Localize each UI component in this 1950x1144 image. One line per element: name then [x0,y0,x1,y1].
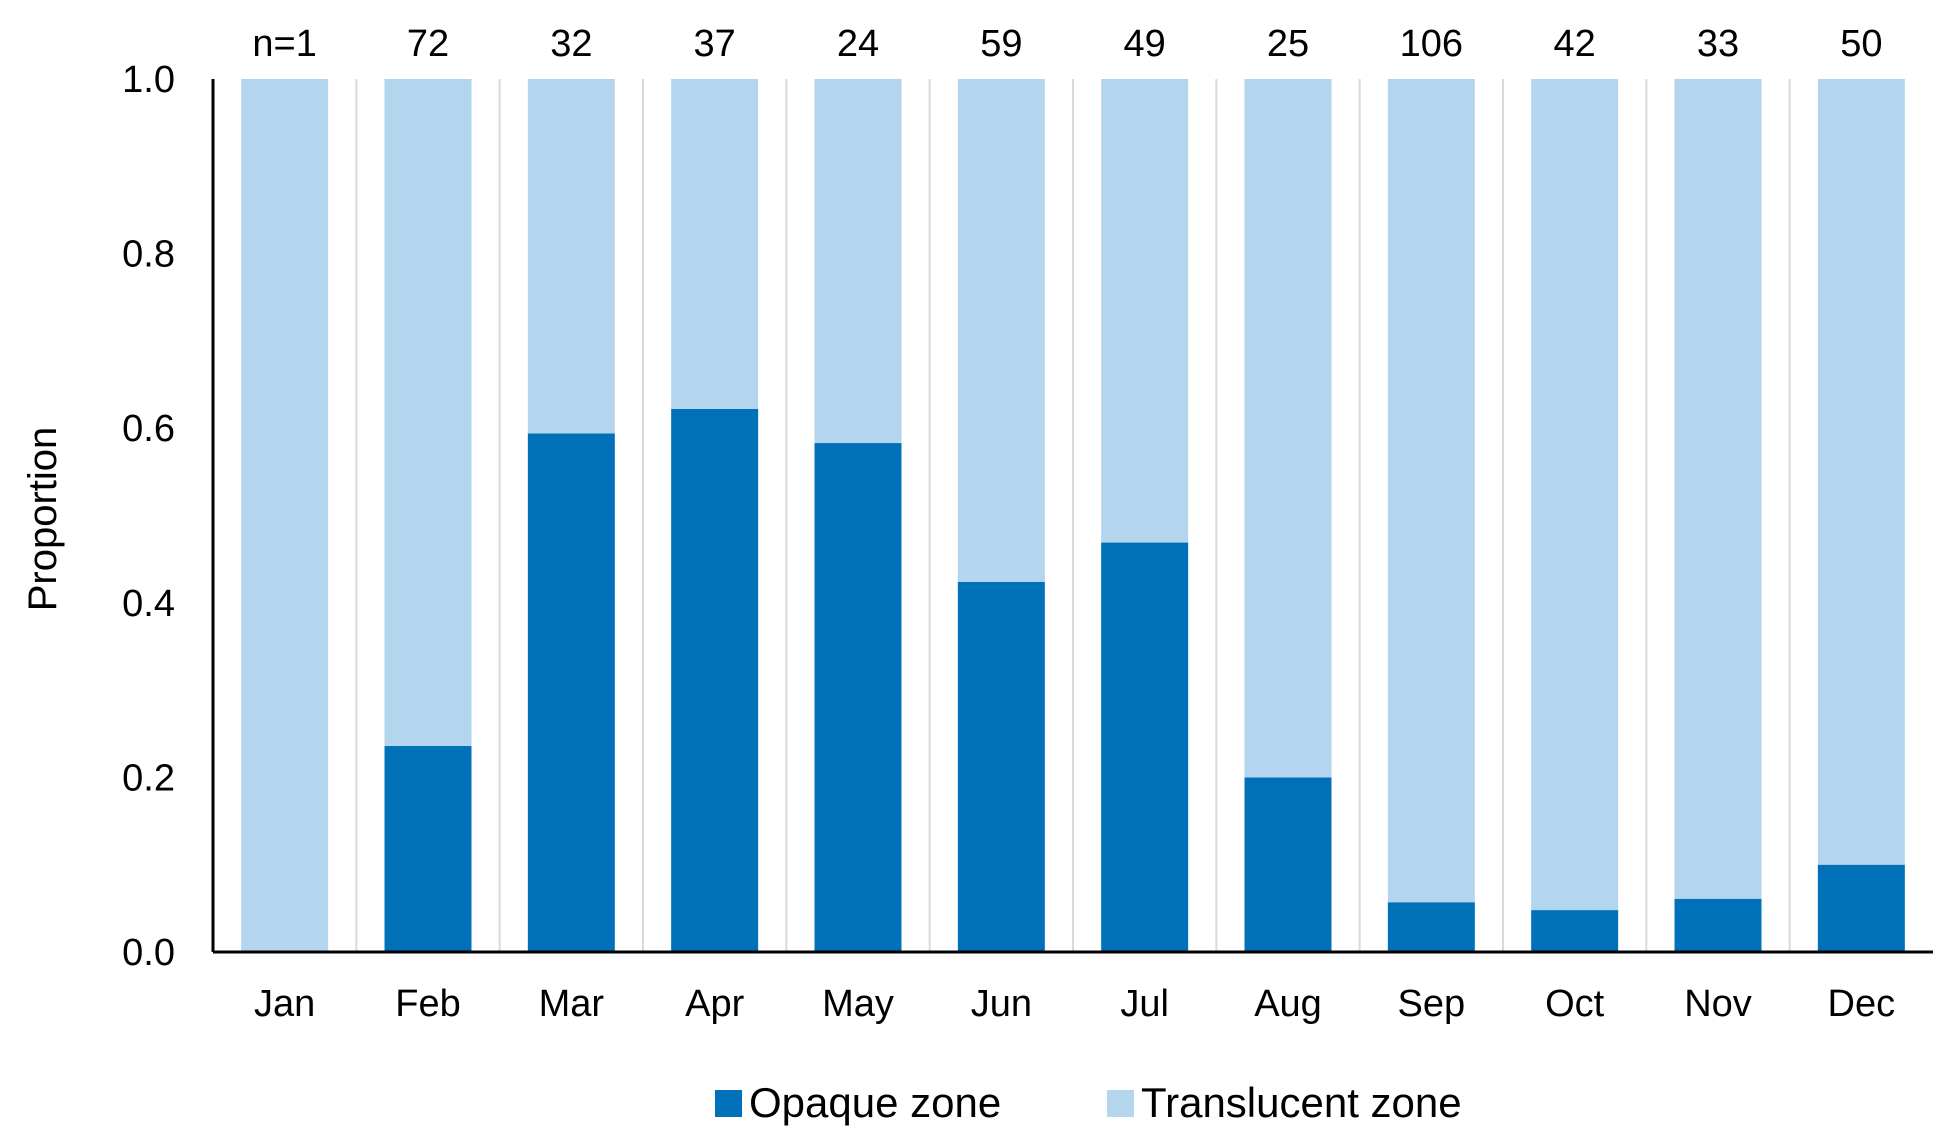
y-axis-title: Proportion [21,427,65,612]
y-tick-label: 1.0 [122,59,175,101]
y-tick-label: 0.2 [122,757,175,799]
bar-translucent-zone-jul [1101,79,1189,543]
category-separators [355,79,1791,952]
bar-translucent-zone-oct [1531,79,1619,911]
x-tick-label: Feb [395,983,460,1025]
sample-size-label: 37 [694,23,736,65]
legend-swatch [715,1090,742,1117]
sample-size-labels: n=1 72 32 37 24 59 49 25 106 42 33 50 [252,23,1882,65]
y-tick-label: 0.6 [122,408,175,450]
bar-translucent-zone-aug [1244,79,1332,778]
x-tick-label: Aug [1254,983,1322,1025]
sample-size-label: 106 [1400,23,1463,65]
bar-translucent-zone-sep [1387,79,1475,903]
bar-opaque-zone-sep [1387,902,1475,952]
bar-translucent-zone-apr [671,79,759,409]
bar-opaque-zone-may [814,443,902,952]
sample-size-label: 50 [1840,23,1882,65]
x-tick-label: Jul [1120,983,1169,1025]
y-tick-labels: 0.0 0.2 0.4 0.6 0.8 1.0 [122,59,175,974]
x-tick-label: Jan [254,983,315,1025]
bar-opaque-zone-dec [1817,864,1905,952]
bar-opaque-zone-nov [1674,898,1762,952]
axes-layer [211,79,1933,954]
bar-translucent-zone-jun [957,79,1045,582]
x-tick-label: Nov [1684,983,1752,1025]
sample-size-label: n=1 [252,23,316,65]
sample-size-label: 49 [1124,23,1166,65]
bar-translucent-zone-nov [1674,79,1762,899]
sample-size-label: 72 [407,23,449,65]
bar-translucent-zone-may [814,79,902,444]
bar-opaque-zone-oct [1531,910,1619,952]
x-tick-label: Apr [685,983,744,1025]
bar-opaque-zone-jun [957,581,1045,952]
sample-size-label: 59 [980,23,1022,65]
bar-translucent-zone-dec [1817,79,1905,865]
bar-opaque-zone-aug [1244,777,1332,952]
legend: Opaque zone Translucent zone [715,1079,1462,1126]
bar-translucent-zone-mar [527,79,615,434]
sample-size-label: 25 [1267,23,1309,65]
bars-layer [241,79,1905,952]
sample-size-label: 33 [1697,23,1739,65]
legend-label: Translucent zone [1141,1079,1462,1126]
bar-opaque-zone-jul [1101,542,1189,952]
bar-translucent-zone-jan [241,79,329,952]
bar-opaque-zone-feb [384,745,472,952]
bar-opaque-zone-apr [671,408,759,952]
sample-size-label: 24 [837,23,879,65]
legend-swatch [1107,1090,1134,1117]
bar-opaque-zone-mar [527,433,615,952]
x-tick-label: Mar [539,983,605,1025]
x-tick-label: May [822,983,894,1025]
y-tick-label: 0.8 [122,234,175,276]
x-tick-label: Sep [1398,983,1466,1025]
y-tick-label: 0.0 [122,932,175,974]
x-tick-label: Jun [971,983,1032,1025]
x-tick-label: Dec [1828,983,1896,1025]
sample-size-label: 32 [550,23,592,65]
sample-size-label: 42 [1554,23,1596,65]
x-tick-labels: Jan Feb Mar Apr May Jun Jul Aug Sep Oct Nov Dec [254,983,1895,1025]
x-tick-label: Oct [1545,983,1605,1025]
y-tick-label: 0.4 [122,583,175,625]
legend-label: Opaque zone [749,1079,1001,1126]
bar-translucent-zone-feb [384,79,472,746]
